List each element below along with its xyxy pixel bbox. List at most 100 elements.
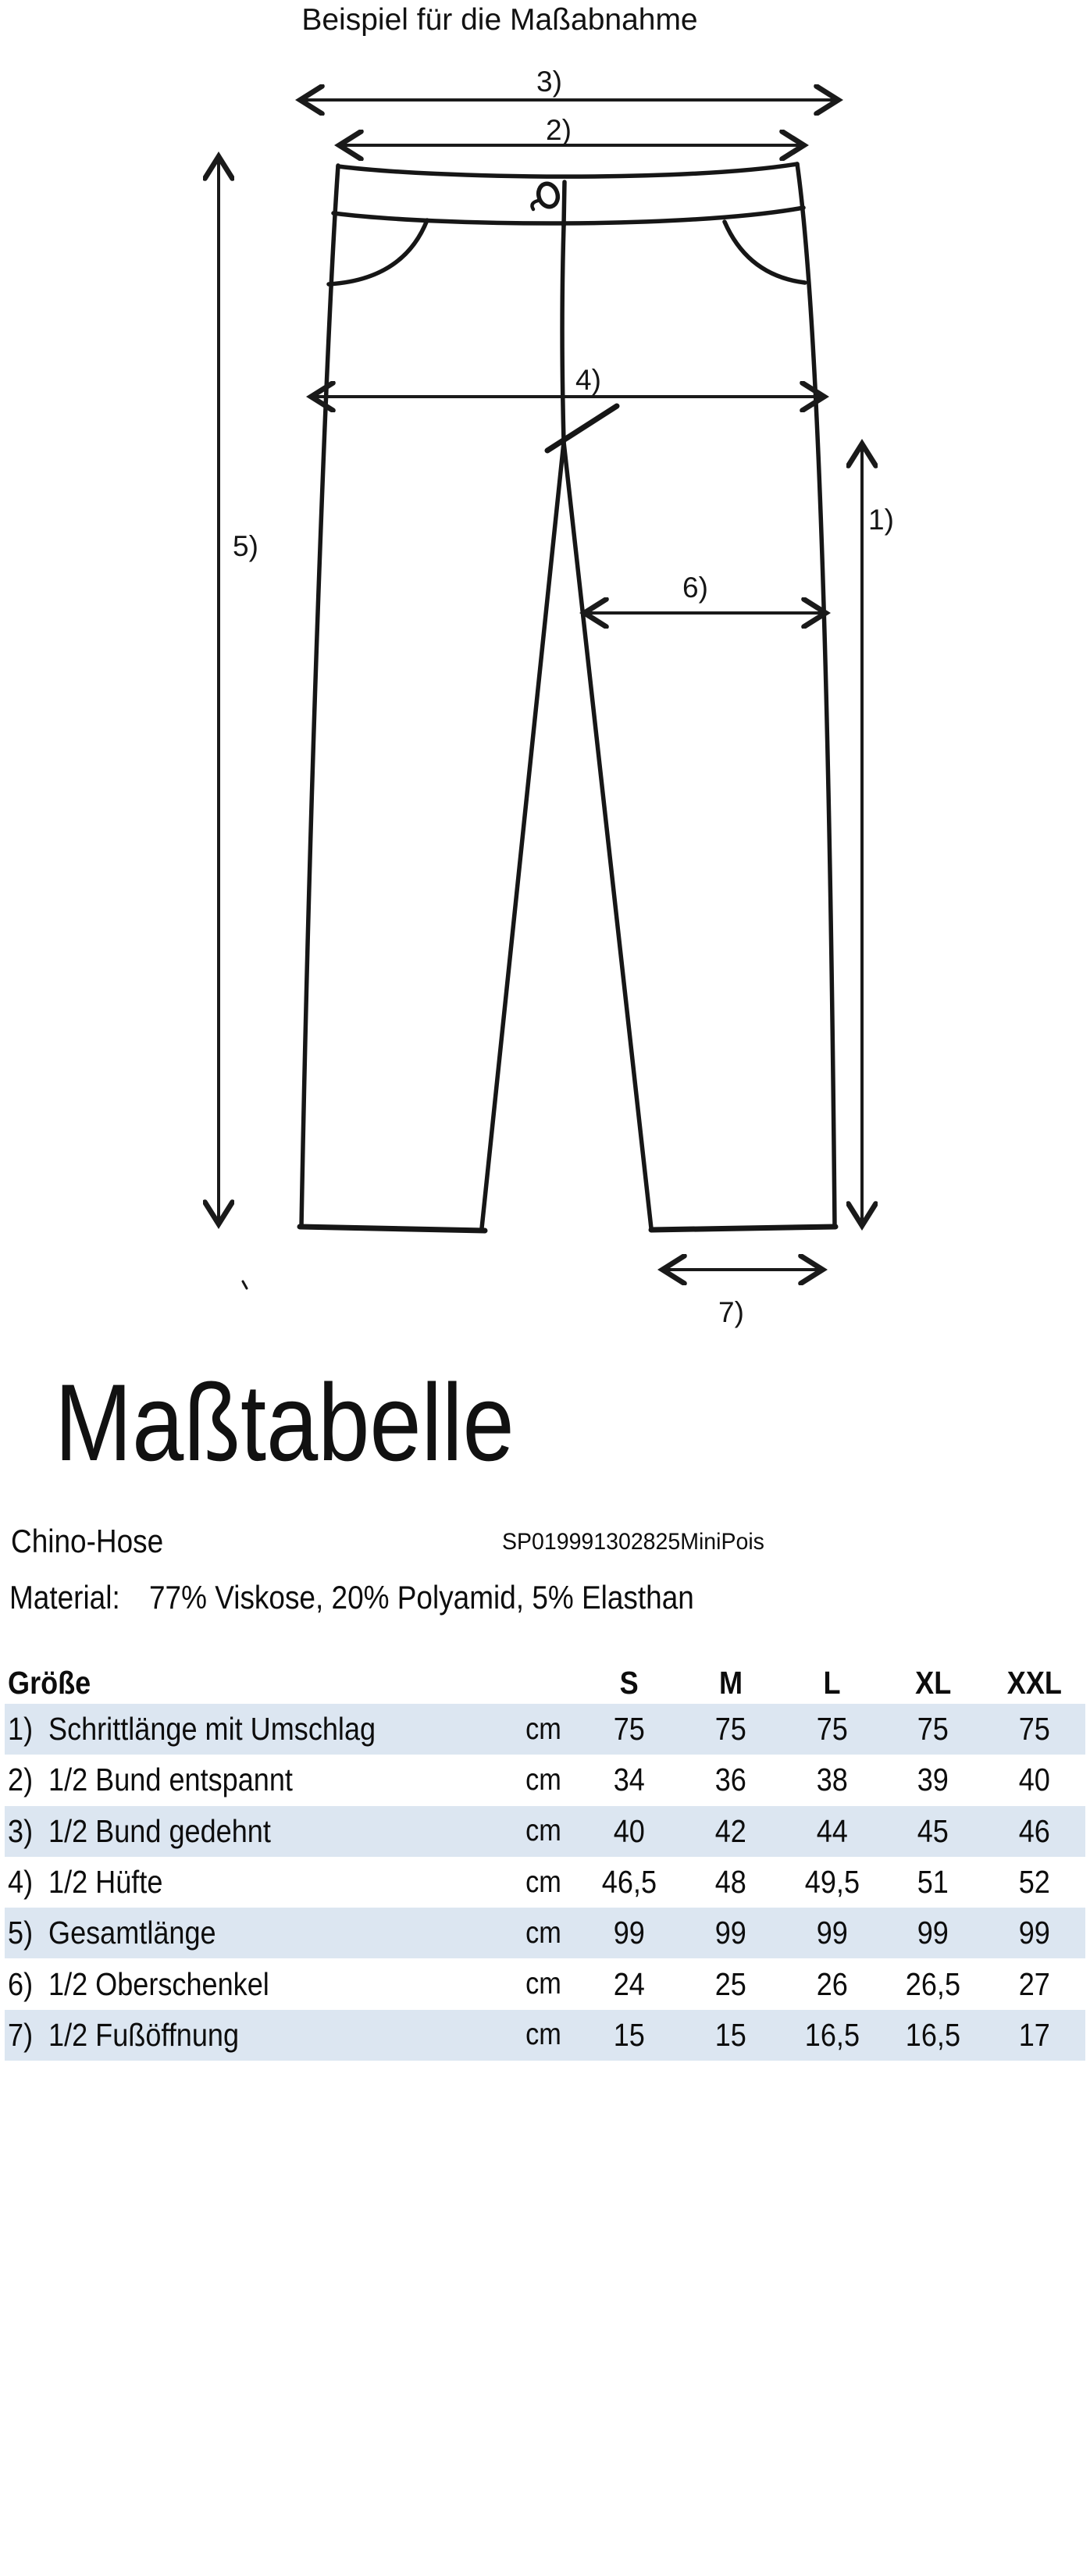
row-number: 4) (8, 1864, 34, 1901)
row-value: 26 (816, 1965, 848, 2002)
row-value: 27 (1019, 1965, 1051, 2002)
row-number: 6) (8, 1965, 34, 2002)
row-value: 99 (714, 1915, 746, 1951)
column-header-xl: XL (915, 1664, 952, 1701)
right-inner-seam (561, 440, 654, 1231)
row-value: 46,5 (601, 1864, 657, 1901)
row-value: 15 (613, 2016, 645, 2053)
product-name: Chino-Hose (11, 1523, 184, 1560)
column-header-s: S (619, 1664, 639, 1701)
row-number: 5) (8, 1915, 34, 1951)
material-line: Material: 77% Viskose, 20% Polyamid, 5% E… (9, 1579, 768, 1616)
dimension-arrows (219, 100, 862, 1270)
row-value: 75 (613, 1711, 645, 1748)
row-label: Gesamtlänge (48, 1915, 216, 1951)
label-4: 4) (575, 364, 601, 396)
label-2: 2) (546, 114, 572, 146)
row-value: 16,5 (906, 2016, 961, 2053)
row-value: 99 (1019, 1915, 1051, 1951)
crease-slash-mark (544, 403, 620, 454)
row-value: 40 (613, 1812, 645, 1849)
center-front-seam (561, 180, 567, 228)
pants-outline (241, 162, 839, 1290)
row-number: 3) (8, 1812, 34, 1849)
row-value: 42 (714, 1812, 746, 1849)
row-value: 36 (714, 1762, 746, 1798)
row-unit: cm (525, 1865, 561, 1899)
label-5: 5) (233, 530, 258, 562)
stray-scan-mark (241, 1280, 248, 1290)
left-pocket-curve (326, 218, 429, 287)
page-title: Maßtabelle (55, 1361, 515, 1484)
button-loop (530, 198, 540, 212)
row-value: 34 (613, 1762, 645, 1798)
column-header-size: Größe (8, 1664, 91, 1701)
row-value: 49,5 (804, 1864, 860, 1901)
row-unit: cm (525, 1712, 561, 1746)
row-value: 15 (714, 2016, 746, 2053)
dimension-labels: 3) 2) 4) 5) 1) 6) 7) (233, 66, 894, 1328)
row-number: 7) (8, 2016, 34, 2053)
table-row: 2) 1/2 Bund entspannt cm 34 36 38 39 40 (5, 1755, 1085, 1805)
left-inner-seam (479, 440, 566, 1231)
product-name-text: Chino-Hose (11, 1523, 164, 1559)
row-value: 16,5 (804, 2016, 860, 2053)
row-value: 48 (714, 1864, 746, 1901)
row-number: 2) (8, 1762, 34, 1798)
row-value: 24 (613, 1965, 645, 2002)
label-6: 6) (682, 572, 708, 604)
right-pocket-curve (722, 219, 807, 285)
label-7: 7) (718, 1296, 744, 1328)
row-value: 45 (917, 1812, 949, 1849)
row-label: 1/2 Oberschenkel (48, 1965, 269, 2002)
row-value: 46 (1019, 1812, 1051, 1849)
row-value: 38 (816, 1762, 848, 1798)
material-value: 77% Viskose, 20% Polyamid, 5% Elasthan (149, 1579, 694, 1616)
product-sku-text: SP019991302825MiniPois (502, 1529, 764, 1555)
column-header-l: L (823, 1664, 841, 1701)
row-value: 75 (816, 1711, 848, 1748)
table-row: 7) 1/2 Fußöffnung cm 15 15 16,5 16,5 17 (5, 2009, 1085, 2061)
waistband-bottom-line (331, 205, 806, 226)
row-value: 26,5 (906, 1965, 961, 2002)
row-value: 75 (917, 1711, 949, 1748)
button-icon (536, 181, 561, 209)
row-unit: cm (525, 1967, 561, 2001)
table-row: 5) Gesamtlänge cm 99 99 99 99 99 (5, 1908, 1085, 1959)
row-unit: cm (525, 1762, 561, 1797)
row-value: 99 (917, 1915, 949, 1951)
row-value: 51 (917, 1864, 949, 1901)
row-value: 44 (816, 1812, 848, 1849)
material-label: Material: (9, 1579, 120, 1616)
row-number: 1) (8, 1711, 34, 1748)
row-label: 1/2 Bund entspannt (48, 1762, 293, 1798)
product-sku: SP019991302825MiniPois (502, 1529, 778, 1555)
row-value: 39 (917, 1762, 949, 1798)
left-outer-seam (299, 163, 340, 1229)
table-body: 1) Schrittlänge mit Umschlag cm 75 75 75 … (5, 1704, 1085, 2061)
row-unit: cm (525, 1814, 561, 1848)
fly-line (560, 223, 566, 444)
row-value: 40 (1019, 1762, 1051, 1798)
label-1: 1) (868, 504, 894, 536)
right-outer-seam (795, 162, 837, 1229)
row-label: Schrittlänge mit Umschlag (48, 1711, 376, 1748)
row-unit: cm (525, 2018, 561, 2052)
row-value: 99 (816, 1915, 848, 1951)
row-value: 17 (1019, 2016, 1051, 2053)
column-header-m: M (718, 1664, 743, 1701)
waistband-top-line (336, 162, 800, 179)
column-header-xxl: XXL (1007, 1664, 1063, 1701)
left-hem (297, 1224, 488, 1234)
row-value: 75 (1019, 1711, 1051, 1748)
diagram-title: Beispiel für die Maßabnahme (301, 3, 698, 37)
table-row: 1) Schrittlänge mit Umschlag cm 75 75 75 … (5, 1704, 1085, 1755)
table-header-row: Größe S M L XL XXL (5, 1662, 1085, 1704)
row-label: 1/2 Bund gedehnt (48, 1812, 271, 1849)
row-value: 52 (1019, 1864, 1051, 1901)
right-hem (648, 1224, 839, 1233)
row-label: 1/2 Hüfte (48, 1864, 163, 1901)
row-value: 25 (714, 1965, 746, 2002)
pants-measurement-diagram: 3) 2) 4) 5) 1) 6) 7) (0, 66, 894, 1328)
